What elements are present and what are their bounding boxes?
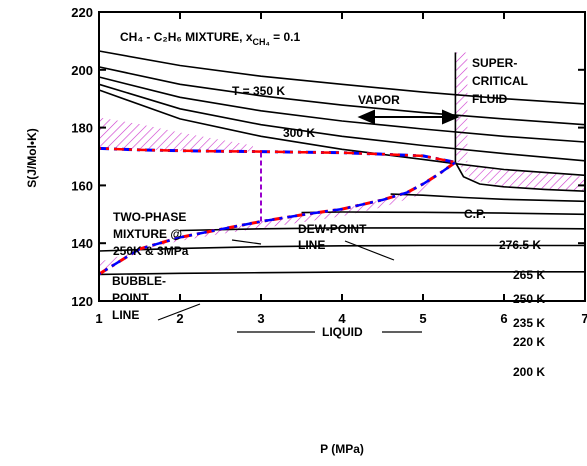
label-200k: 200 K (513, 365, 545, 379)
label-liquid: LIQUID (322, 325, 363, 339)
x-tick-label: 4 (338, 311, 346, 326)
label-265k: 265 K (513, 268, 545, 282)
y-tick-label: 160 (71, 178, 93, 193)
y-axis-label: S(J/Mol•K) (25, 128, 39, 188)
series-300-k (98, 76, 586, 143)
hatched-regions (99, 52, 585, 275)
x-tick-label: 7 (581, 311, 587, 326)
y-tick-label: 120 (71, 294, 93, 309)
x-tick-label: 1 (95, 311, 102, 326)
series-bubble-point-line (98, 161, 457, 276)
vapor-arrow (357, 109, 460, 125)
label-supercritical-2: CRITICAL (472, 74, 528, 88)
series-bubble-point-line-under (98, 161, 457, 276)
bubble-point-pointer (157, 303, 201, 321)
dew-point-pointer (344, 240, 395, 261)
label-two-phase-1: TWO-PHASE (113, 210, 186, 224)
series-276-5-k (454, 161, 586, 192)
label-235k: 235 K (513, 316, 545, 330)
series-isotherm-1 (98, 66, 586, 126)
label-bubble-point-2: POINT (112, 291, 149, 305)
supercritical-hatch (455, 52, 468, 163)
label-220k: 220 K (513, 335, 545, 349)
title-subscript: CH₄ (253, 37, 270, 47)
label-dew-point-1: DEW-POINT (298, 222, 367, 236)
label-300k: 300 K (283, 126, 315, 140)
x-tick-label: 6 (500, 311, 507, 326)
series-t-350-k (98, 50, 586, 105)
title-suffix: = 0.1 (270, 30, 301, 44)
y-tick-label: 200 (71, 63, 93, 78)
x-tick-label: 3 (257, 311, 264, 326)
series-220-k (98, 244, 585, 252)
label-276-5k: 276.5 K (499, 238, 541, 252)
x-axis-label: P (MPa) (320, 442, 364, 456)
y-tick-label: 180 (71, 121, 93, 136)
label-250k: 250 K (513, 292, 545, 306)
series-265-k (390, 193, 586, 203)
label-vapor: VAPOR (358, 93, 400, 107)
series-235-k (179, 227, 586, 232)
series-250-k (301, 211, 586, 216)
series-layer (98, 50, 586, 276)
series-dew-point-line (98, 147, 456, 164)
label-critical-point: C.P. (464, 207, 486, 221)
two-phase-pointer (231, 239, 262, 245)
series-200-k (98, 270, 585, 276)
supercritical-hatch-lower (459, 165, 585, 191)
vapor-side-hatch (99, 117, 253, 152)
title-main: CH₄ - C₂H₆ MIXTURE, x (120, 30, 253, 44)
chart-title: CH₄ - C₂H₆ MIXTURE, xCH₄ = 0.1 (120, 30, 300, 47)
axis-ticks: 1 2 3 4 5 6 7 120 140 160 180 200 220 (71, 5, 587, 326)
x-tick-label: 5 (419, 311, 426, 326)
x-tick-label: 2 (176, 311, 183, 326)
label-350k: T = 350 K (232, 84, 285, 98)
y-tick-label: 220 (71, 5, 93, 20)
label-dew-point-2: LINE (298, 238, 325, 252)
series-dew-point-line-under (98, 146, 456, 164)
label-bubble-point-3: LINE (112, 308, 139, 322)
label-supercritical-1: SUPER- (472, 56, 517, 70)
y-tick-label: 140 (71, 236, 93, 251)
label-supercritical-3: FLUID (472, 92, 508, 106)
label-two-phase-2: MIXTURE @ (113, 227, 182, 241)
label-two-phase-3: 250K & 3MPa (113, 244, 189, 258)
label-bubble-point-1: BUBBLE- (112, 274, 166, 288)
series-isotherm-3 (98, 83, 586, 162)
